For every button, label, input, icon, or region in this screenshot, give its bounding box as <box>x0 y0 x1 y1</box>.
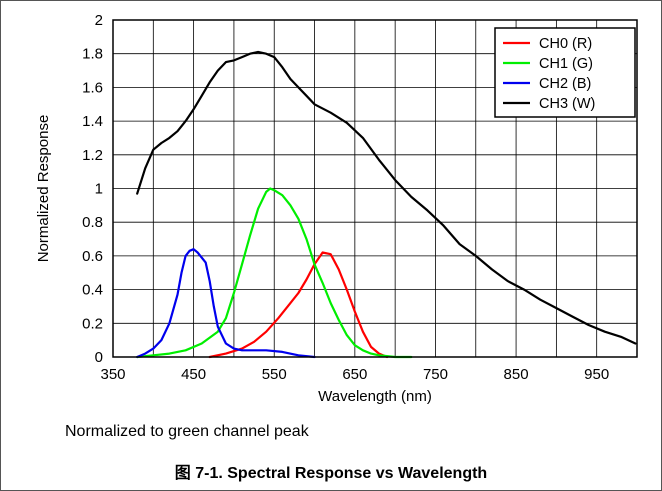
tick-labels: 350 450 550 650 750 850 950 0 0.2 0.4 0.6 0.8 1 1.2 1.… <box>82 12 609 383</box>
series-line-1 <box>136 187 413 359</box>
plot-border <box>112 19 638 358</box>
y-tick-label: 0.4 <box>82 282 103 299</box>
legend-label: CH0 (R) <box>539 36 592 52</box>
series-line-3 <box>136 50 637 345</box>
y-tick-label: 0.6 <box>82 248 103 265</box>
legend-label: CH3 (W) <box>539 96 595 112</box>
legend-label: CH1 (G) <box>539 56 593 72</box>
legend-label: CH2 (B) <box>539 76 591 92</box>
y-tick-label: 0 <box>95 349 103 366</box>
spectral-response-chart: 350 450 550 650 750 850 950 0 0.2 0.4 0.6 0.8 1 1.2 1.… <box>35 12 638 405</box>
x-tick-label: 850 <box>504 366 529 383</box>
y-tick-label: 2 <box>95 12 103 29</box>
y-axis-title: Normalized Response <box>35 115 52 263</box>
y-tick-label: 0.8 <box>82 214 103 231</box>
y-tick-label: 1.4 <box>82 113 103 130</box>
x-tick-label: 950 <box>584 366 609 383</box>
y-tick-label: 1 <box>95 181 103 198</box>
figure-caption: 图 7-1. Spectral Response vs Wavelength <box>174 465 488 482</box>
series-line-2 <box>136 248 316 359</box>
x-tick-label: 650 <box>342 366 367 383</box>
y-tick-label: 1.6 <box>82 79 103 96</box>
y-tick-label: 0.2 <box>82 315 103 332</box>
x-tick-label: 350 <box>100 366 125 383</box>
normalization-note: Normalized to green channel peak <box>65 423 309 440</box>
x-axis-title: Wavelength (nm) <box>318 388 432 405</box>
series-lines <box>136 50 637 359</box>
x-tick-label: 450 <box>181 366 206 383</box>
y-tick-label: 1.2 <box>82 147 103 164</box>
y-tick-label: 1.8 <box>82 46 103 63</box>
x-tick-label: 550 <box>262 366 287 383</box>
series-line-0 <box>208 251 389 359</box>
legend: CH0 (R) CH1 (G) CH2 (B) CH3 (W) <box>494 27 636 118</box>
x-tick-label: 750 <box>423 366 448 383</box>
